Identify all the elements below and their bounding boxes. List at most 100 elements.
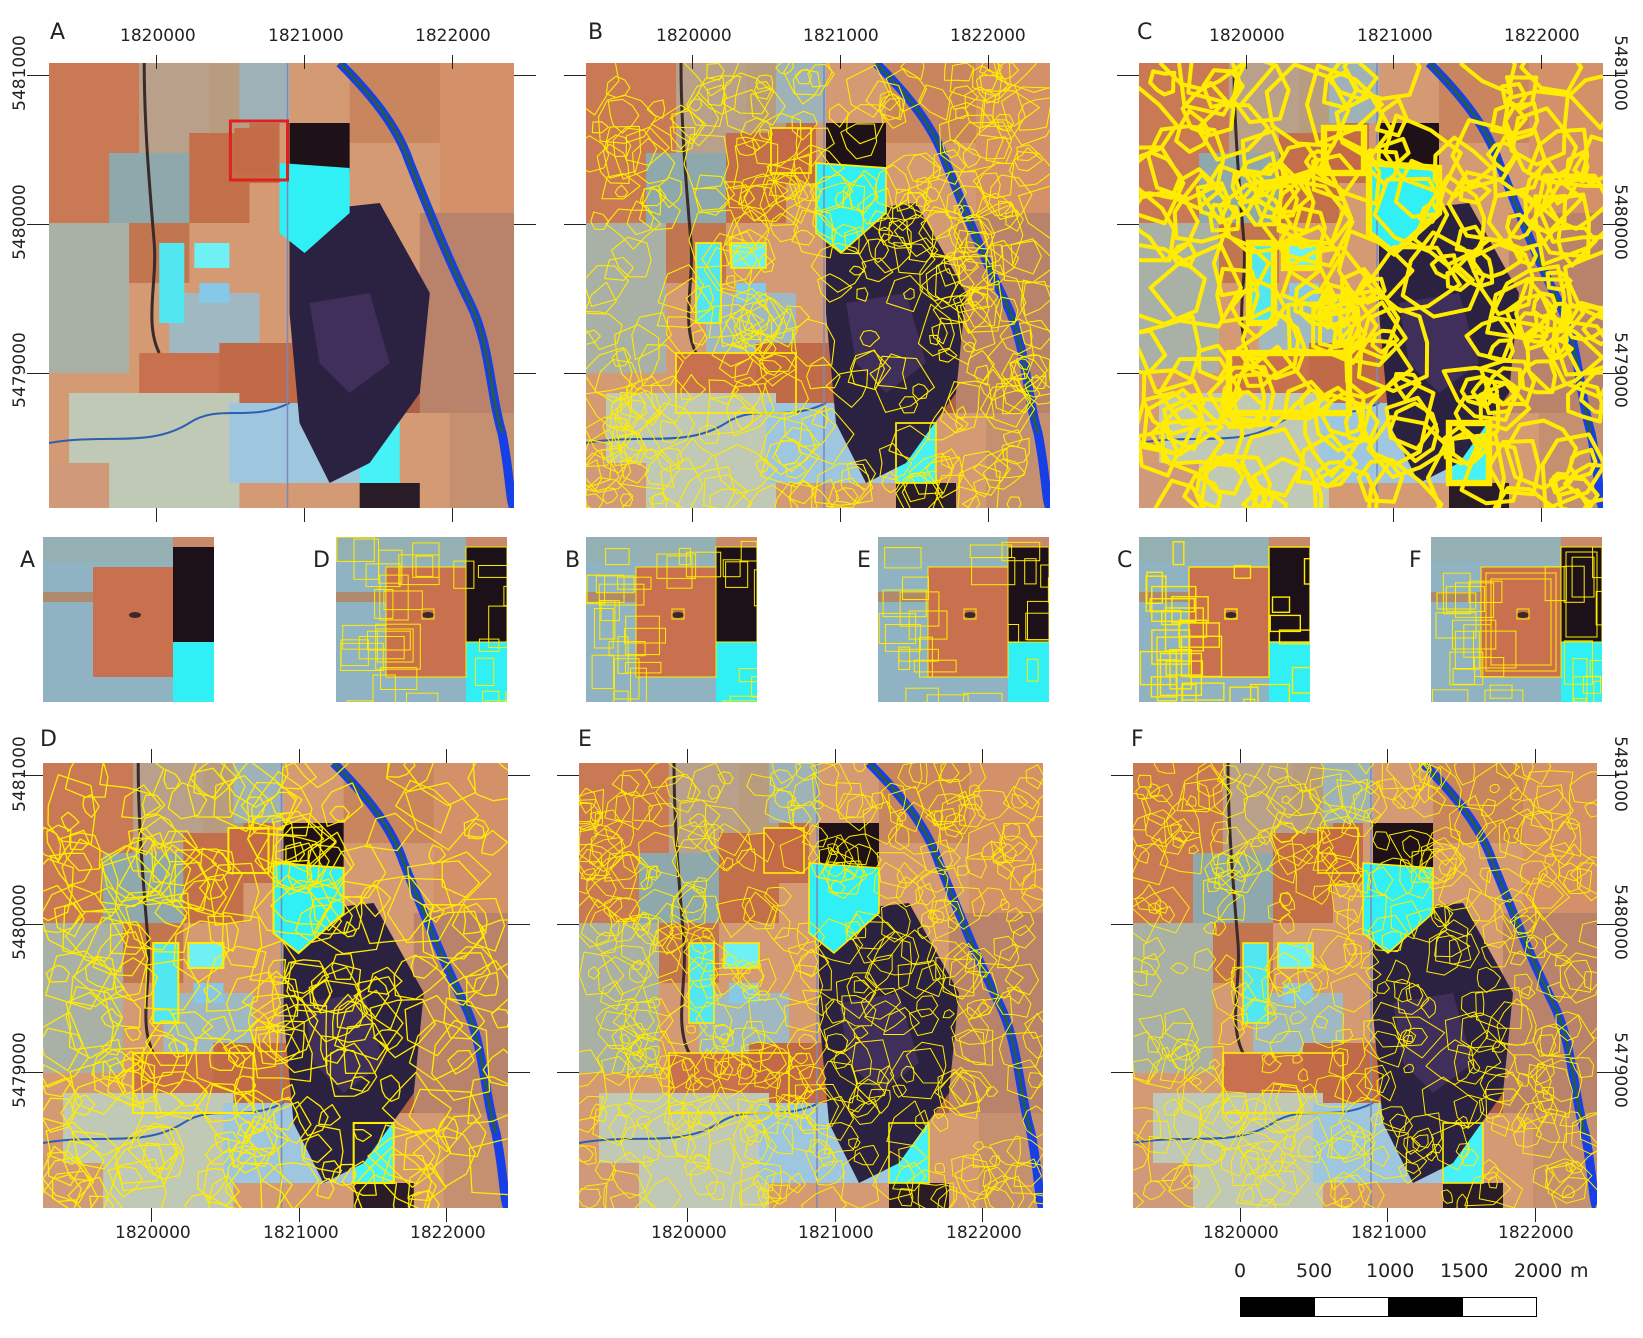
inset-label-d: D: [313, 548, 330, 573]
tick-mark: [1240, 749, 1241, 763]
tick-mark: [1393, 508, 1394, 522]
panel-label-a: A: [50, 20, 66, 45]
tick-mark: [1603, 373, 1625, 374]
map-panel-e: [579, 763, 1043, 1208]
inset-d: [336, 537, 507, 702]
tick-mark: [1111, 924, 1133, 925]
inset-c: [1139, 537, 1310, 702]
scale-label-2000: 2000: [1514, 1260, 1563, 1282]
inset-f: [1431, 537, 1602, 702]
x-tick-label: 1822000: [415, 26, 491, 46]
panel-label-f: F: [1131, 727, 1144, 752]
tick-mark: [1240, 1208, 1241, 1222]
tick-mark: [508, 924, 530, 925]
tick-mark: [1117, 75, 1139, 76]
tick-mark: [151, 749, 152, 763]
tick-mark: [557, 775, 579, 776]
panel-label-e: E: [578, 727, 592, 752]
tick-mark: [27, 224, 49, 225]
x-tick-label: 1820000: [651, 1223, 727, 1243]
tick-mark: [304, 55, 305, 69]
tick-mark: [1603, 224, 1625, 225]
y-tick-label: 5479000: [10, 1032, 30, 1108]
inset-label-a: A: [20, 548, 36, 573]
tick-mark: [1603, 75, 1625, 76]
inset-e: [878, 537, 1049, 702]
x-tick-label: 1821000: [803, 26, 879, 46]
tick-mark: [452, 508, 453, 522]
tick-mark: [21, 775, 43, 776]
tick-mark: [304, 508, 305, 522]
tick-mark: [446, 1208, 447, 1222]
tick-mark: [564, 373, 586, 374]
tick-mark: [1535, 749, 1536, 763]
panel-label-b: B: [588, 20, 604, 45]
y-tick-label: 5481000: [10, 35, 30, 111]
tick-mark: [988, 55, 989, 69]
tick-mark: [840, 55, 841, 69]
tick-mark: [687, 749, 688, 763]
tick-mark: [508, 1072, 530, 1073]
tick-mark: [564, 224, 586, 225]
tick-mark: [557, 924, 579, 925]
tick-mark: [299, 1208, 300, 1222]
scale-bar: [1240, 1297, 1537, 1317]
tick-mark: [840, 508, 841, 522]
map-image: [1133, 763, 1597, 1208]
tick-mark: [514, 373, 536, 374]
tick-mark: [1541, 55, 1542, 69]
inset-image: [878, 537, 1049, 702]
zoom-extent-box: [228, 119, 290, 182]
tick-mark: [687, 1208, 688, 1222]
x-tick-label: 1822000: [950, 26, 1026, 46]
x-tick-label: 1822000: [946, 1223, 1022, 1243]
y-tick-label: 5481000: [10, 736, 30, 812]
y-tick-label: 5479000: [1610, 332, 1630, 408]
y-tick-label: 5480000: [10, 884, 30, 960]
inset-image: [586, 537, 757, 702]
y-tick-label: 5481000: [1610, 35, 1630, 111]
map-image: [43, 763, 508, 1208]
x-tick-label: 1821000: [1351, 1223, 1427, 1243]
tick-mark: [1117, 224, 1139, 225]
x-tick-label: 1822000: [1504, 26, 1580, 46]
tick-mark: [156, 508, 157, 522]
inset-label-e: E: [857, 548, 871, 573]
tick-mark: [557, 1072, 579, 1073]
map-image: [1139, 63, 1603, 508]
tick-mark: [1246, 55, 1247, 69]
y-tick-label: 5481000: [1610, 736, 1630, 812]
x-tick-label: 1820000: [115, 1223, 191, 1243]
x-tick-label: 1822000: [410, 1223, 486, 1243]
y-tick-label: 5480000: [1610, 184, 1630, 260]
tick-mark: [1597, 1072, 1619, 1073]
panel-label-c: C: [1137, 20, 1153, 45]
tick-mark: [1387, 1208, 1388, 1222]
tick-mark: [982, 749, 983, 763]
inset-b: [586, 537, 757, 702]
scale-label-500: 500: [1296, 1260, 1333, 1282]
inset-label-c: C: [1117, 548, 1133, 573]
inset-image: [43, 537, 214, 702]
y-tick-label: 5480000: [1610, 884, 1630, 960]
y-tick-label: 5479000: [1610, 1032, 1630, 1108]
tick-mark: [1246, 508, 1247, 522]
tick-mark: [564, 75, 586, 76]
tick-mark: [27, 373, 49, 374]
tick-mark: [21, 924, 43, 925]
scale-bar-graphic: [1240, 1297, 1537, 1317]
map-image: [49, 63, 514, 508]
tick-mark: [21, 1072, 43, 1073]
tick-mark: [835, 749, 836, 763]
inset-image: [336, 537, 507, 702]
tick-mark: [151, 1208, 152, 1222]
x-tick-label: 1820000: [1203, 1223, 1279, 1243]
tick-mark: [988, 508, 989, 522]
map-panel-f: [1133, 763, 1597, 1208]
map-image: [586, 63, 1050, 508]
panel-label-d: D: [40, 727, 57, 752]
inset-label-b: B: [565, 548, 581, 573]
scale-label-1000: 1000: [1366, 1260, 1415, 1282]
y-tick-label: 5480000: [10, 184, 30, 260]
tick-mark: [1387, 749, 1388, 763]
